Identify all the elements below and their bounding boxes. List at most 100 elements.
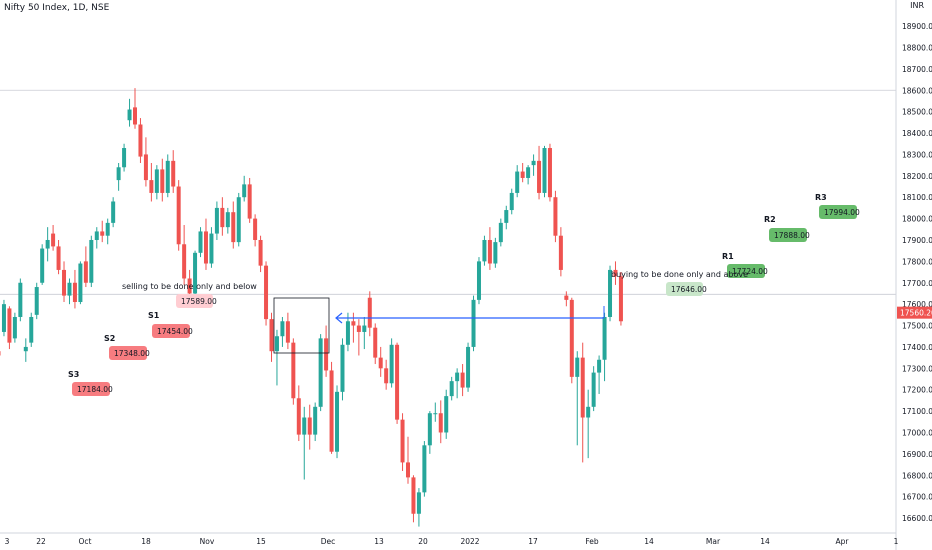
level-price-box	[769, 228, 807, 242]
candle-body	[302, 417, 307, 435]
candle-body	[351, 321, 356, 326]
candle-body	[438, 413, 443, 433]
candle-body	[318, 338, 323, 407]
last-price-tag	[897, 306, 932, 319]
candle-body	[122, 148, 127, 168]
level-price: 17348.00	[114, 349, 150, 358]
buy-price: 17646.00	[671, 285, 707, 294]
candle-body	[138, 124, 143, 157]
level-price-box	[152, 324, 190, 338]
price-tick-label: 17900.00	[902, 236, 932, 245]
candle-body	[466, 346, 471, 388]
candle-body	[564, 295, 569, 300]
candle-body	[264, 265, 269, 320]
candle-body	[165, 160, 170, 193]
symbol-title: Nifty 50 Index, 1D, NSE	[4, 3, 110, 13]
candle-body	[504, 210, 509, 223]
level-name: S3	[68, 370, 79, 379]
candle-body	[575, 357, 580, 377]
candle-body	[133, 107, 137, 125]
candle-body	[345, 321, 350, 345]
candle-body	[613, 269, 618, 277]
candle-body	[400, 419, 405, 463]
candle-body	[94, 231, 99, 240]
candle-body	[274, 336, 279, 352]
candle-body	[493, 242, 498, 264]
candle-body	[182, 244, 187, 279]
price-tick-label: 16700.00	[902, 493, 932, 502]
candle-body	[7, 308, 12, 343]
price-tick-label: 17600.00	[902, 300, 932, 309]
candle-body	[416, 492, 421, 514]
candle-body	[356, 325, 361, 332]
candle-body	[193, 252, 198, 294]
time-tick-label: 20	[418, 537, 428, 546]
candle-body	[335, 391, 340, 452]
candle-body	[247, 184, 252, 219]
level-price: 17994.00	[824, 208, 860, 217]
candle-body	[586, 406, 591, 418]
level-name: S2	[104, 334, 115, 343]
candle-body	[83, 261, 88, 283]
candle-body	[373, 327, 378, 358]
candle-body	[449, 381, 454, 397]
candle-body	[116, 167, 121, 181]
candle-body	[1, 304, 6, 332]
candle-body	[476, 261, 481, 300]
candle-body	[176, 186, 181, 245]
candle-body	[34, 287, 39, 315]
candle-body	[487, 239, 492, 264]
price-tick-label: 18600.00	[902, 86, 932, 95]
candle-body	[203, 231, 208, 264]
candle-body	[56, 246, 61, 270]
candle-body	[72, 282, 77, 303]
price-tick-label: 18700.00	[902, 65, 932, 74]
candle-body	[460, 372, 465, 388]
level-labels: R3 17994.00 R2 17888.00 R1 17724.00 S1 17454.00…	[68, 193, 860, 396]
price-axis[interactable]: 16600.00 16700.00 16800.00 16900.00 17000.00…	[895, 0, 932, 550]
price-tick-label: 17000.00	[902, 428, 932, 437]
candle-body	[209, 233, 214, 264]
candle-body	[553, 197, 558, 236]
price-tick-label: 17500.00	[902, 322, 932, 331]
candle-body	[329, 370, 334, 452]
price-tick-label: 17700.00	[902, 279, 932, 288]
candle-body	[433, 413, 438, 415]
candle-body	[526, 167, 531, 178]
candle-body	[580, 357, 585, 418]
candle-body	[78, 263, 83, 303]
level-price-box	[819, 205, 857, 219]
buy-instruction: buying to be done only and above	[611, 270, 748, 279]
candle-body	[67, 282, 72, 296]
time-tick-label: 18	[141, 537, 151, 546]
candle-body	[214, 207, 219, 234]
time-tick-label: Dec	[321, 537, 336, 546]
candle-body	[324, 338, 329, 371]
candle-body	[220, 207, 225, 228]
candle-body	[253, 218, 258, 240]
candle-body	[515, 171, 520, 193]
price-tick-label: 18000.00	[902, 215, 932, 224]
price-tick-label: 17300.00	[902, 364, 932, 373]
candle-body	[12, 316, 17, 339]
time-tick-label: Oct	[79, 537, 92, 546]
candle-body	[569, 299, 574, 377]
time-tick-label: 2022	[460, 537, 479, 546]
candle-body	[225, 212, 230, 228]
candle-body	[285, 321, 290, 343]
time-tick-label: Nov	[200, 537, 215, 546]
candle-body	[542, 148, 547, 193]
price-tick-label: 18400.00	[902, 129, 932, 138]
candle-body	[591, 372, 596, 407]
candle-body	[89, 239, 94, 283]
time-tick-label: 22	[36, 537, 46, 546]
level-name: R3	[815, 193, 827, 202]
candle-body	[18, 282, 23, 317]
candle-body	[411, 477, 416, 514]
candle-body	[427, 413, 432, 446]
price-tick-label: 16800.00	[902, 471, 932, 480]
time-axis[interactable]: 3 22 Oct 18 Nov 15 Dec 13 20 2022 17 Feb 14 Mar 14 Apr 1	[0, 532, 899, 546]
candle-body	[296, 398, 301, 435]
price-tick-label: 17100.00	[902, 407, 932, 416]
